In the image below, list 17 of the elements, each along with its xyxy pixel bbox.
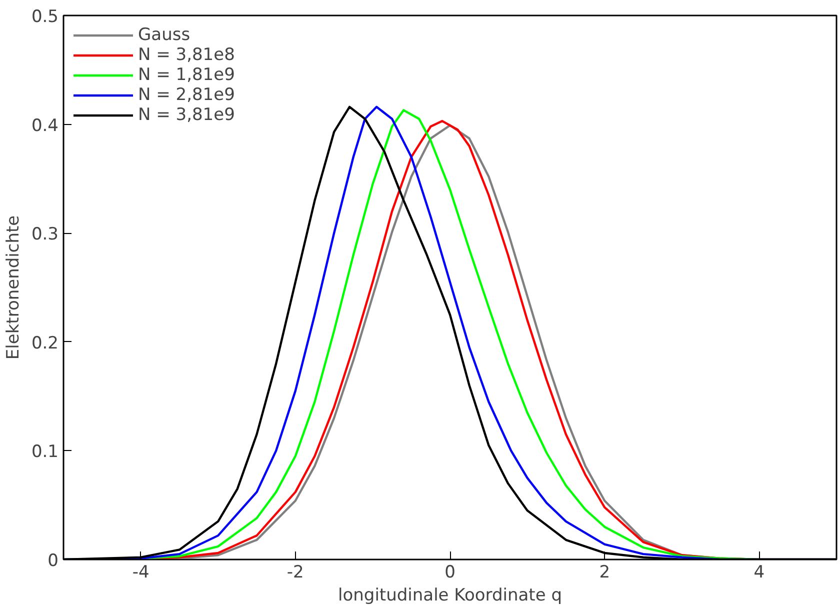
y-tick-label: 0.3	[31, 224, 59, 245]
x-tick-label: 4	[754, 562, 765, 582]
legend-label: N = 3,81e8	[138, 45, 235, 65]
y-axis-title: Elektronendichte	[3, 215, 24, 360]
x-tick-label: -4	[132, 562, 150, 582]
legend-label: N = 2,81e9	[138, 85, 235, 105]
y-tick-label: 0.5	[31, 7, 59, 27]
legend-label: N = 1,81e9	[138, 65, 235, 85]
y-tick-label: 0.1	[31, 442, 59, 462]
y-tick-label: 0.2	[31, 333, 59, 354]
y-tick-label: 0.4	[31, 116, 59, 136]
x-tick-label: -2	[286, 562, 304, 582]
x-tick-label: 2	[599, 562, 610, 582]
x-tick-label: 0	[444, 562, 456, 582]
legend-label: Gauss	[138, 25, 190, 45]
legend-label: N = 3,81e9	[138, 105, 235, 125]
x-axis-title: longitudinale Koordinate q	[338, 586, 562, 606]
